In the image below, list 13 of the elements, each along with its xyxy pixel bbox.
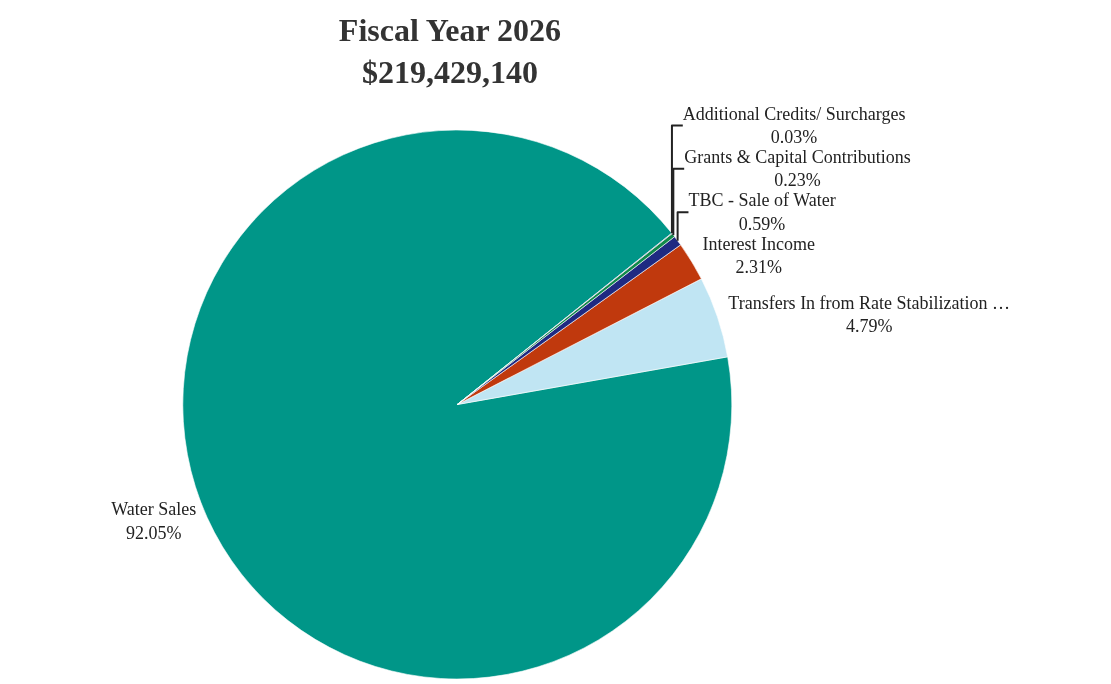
slice-label: Water Sales [111, 499, 197, 520]
data-label: 4.79% [845, 316, 893, 337]
slice-label: Transfers In from Rate Stabilization … [728, 292, 1011, 313]
data-label: 0.23% [774, 170, 821, 191]
slice-label: TBC - Sale of Water [688, 190, 836, 211]
data-label: 2.31% [735, 257, 782, 278]
data-label: 0.59% [738, 213, 786, 234]
slice-label: Additional Credits/ Surcharges [682, 103, 906, 124]
chart-title: Fiscal Year 2026 $219,429,140 [338, 12, 562, 90]
slice-label: Interest Income [702, 233, 815, 254]
data-label: 92.05% [126, 522, 182, 543]
data-label: 0.03% [770, 127, 818, 148]
slice-label: Grants & Capital Contributions [684, 147, 911, 168]
